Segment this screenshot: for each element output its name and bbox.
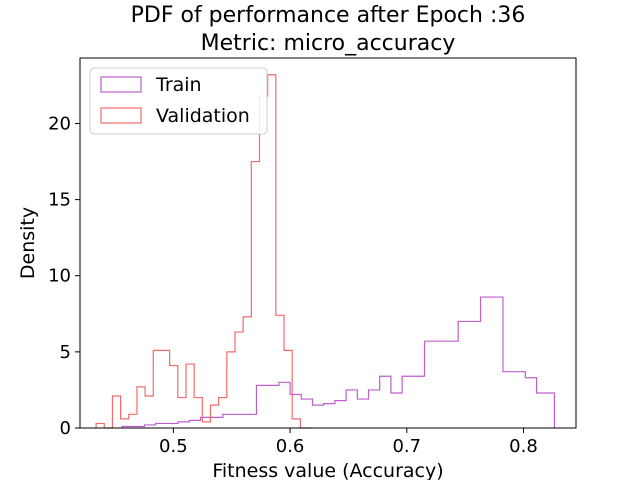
histogram-bin-validation [145,396,153,428]
histogram-bin-train [357,399,368,428]
histogram-bin-validation [276,315,284,428]
x-axis-ticks: 0.5 0.6 0.7 0.8 [159,428,538,457]
y-tick-label: 15 [48,190,71,211]
chart-subtitle: Metric: micro_accuracy [201,31,456,56]
histogram-bin-train [391,393,402,428]
histogram-bin-train [537,393,548,428]
histogram-bin-validation [161,350,169,428]
histogram-bin-validation [178,398,186,428]
y-axis-label: Density [17,207,39,279]
histogram-bin-validation [210,405,218,428]
histogram-bin-train [492,297,503,428]
histogram-bin-train [425,341,436,428]
histogram-bin-validation [137,387,145,428]
histogram-bin-train [346,390,357,428]
histogram-bin-train [368,390,379,428]
series-train [121,296,556,428]
histogram-bin-train [402,376,413,428]
legend-label-validation: Validation [156,105,250,127]
legend-label-train: Train [155,74,202,96]
histogram-bin-validation [186,364,194,428]
legend-swatch-train [100,76,142,93]
histogram-bin-train [335,401,346,428]
y-tick-label: 0 [60,418,71,439]
histogram-bin-validation [235,332,243,428]
y-tick-label: 20 [48,113,71,134]
series-outline-validation [95,74,312,429]
histogram-bin-train [548,393,555,428]
x-tick-label: 0.8 [509,436,538,457]
y-tick-label: 10 [48,266,71,287]
histogram-bin-validation [129,414,137,428]
legend-swatch-validation [100,107,142,124]
histogram-bin-train [324,404,335,428]
legend: Train Validation [89,67,268,135]
histogram-bin-validation [170,366,178,428]
histogram-bin-train [514,372,525,428]
histogram-bin-validation [227,352,235,428]
histogram-bin-train [413,376,424,428]
y-tick-label: 5 [60,342,71,363]
histogram-bin-validation [292,419,300,428]
series-validation [95,74,312,429]
histogram-bin-train [481,297,492,428]
histogram-bin-validation [284,350,292,428]
histogram-bin-validation [251,162,259,428]
histogram-bin-validation [202,422,210,428]
histogram-bin-train [380,376,391,428]
legend-box [89,67,268,135]
histogram-bin-train [312,405,323,428]
histogram-bin-train [447,341,458,428]
histogram-bin-train [301,399,312,428]
x-tick-label: 0.6 [276,436,305,457]
histogram-bin-train [436,341,447,428]
histogram-bin-validation [219,398,227,428]
plot-frame [79,57,577,429]
series-outline-train [121,296,556,428]
chart-title: PDF of performance after Epoch :36 [131,3,526,28]
histogram-bin-validation [243,317,251,428]
x-tick-label: 0.7 [392,436,421,457]
histogram-bin-train [503,372,514,428]
histogram-bin-validation [96,423,104,428]
histogram-bin-validation [268,75,276,428]
histogram-bin-validation [121,419,129,428]
plot-area [95,74,556,429]
histogram-bin-validation [112,396,120,428]
histogram-bin-train [469,321,480,428]
histogram-bin-train [458,321,469,428]
histogram-bin-validation [259,96,267,428]
x-axis-label: Fitness value (Accuracy) [212,460,443,480]
y-axis-ticks: 0 5 10 15 20 [48,113,80,439]
histogram-bin-validation [194,398,202,428]
x-tick-label: 0.5 [159,436,188,457]
histogram-bin-train [525,378,536,428]
histogram-bin-validation [153,350,161,428]
